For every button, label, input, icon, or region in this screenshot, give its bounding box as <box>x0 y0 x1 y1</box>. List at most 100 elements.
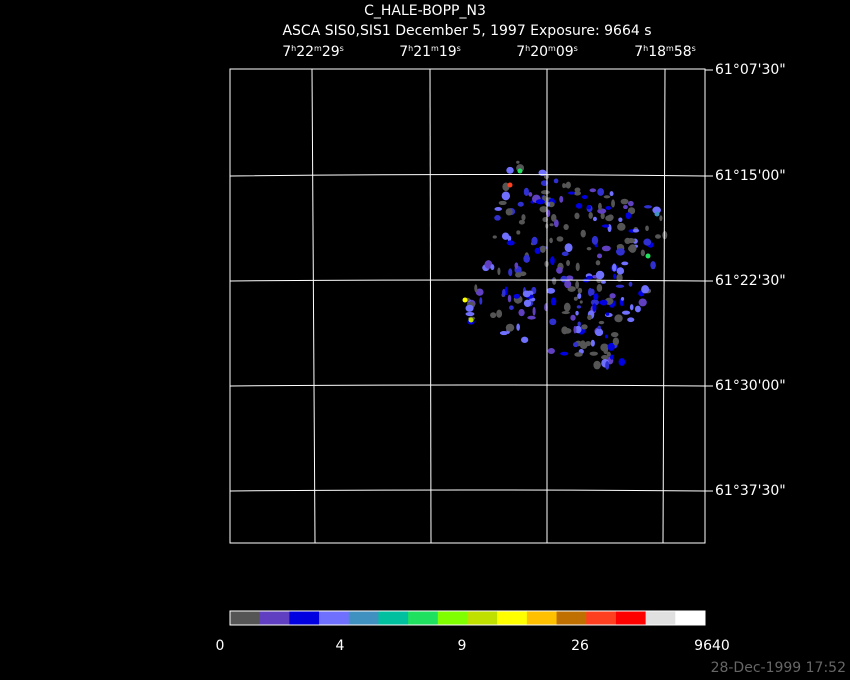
emission-blob <box>605 312 610 316</box>
ra-value: 18 <box>648 44 666 60</box>
dec-label: 61°22'30" <box>715 273 786 289</box>
emission-blob <box>591 235 599 245</box>
emission-blob <box>605 361 610 370</box>
emission-blob <box>604 334 609 339</box>
colorbar-label: 26 <box>571 638 589 654</box>
emission-blob <box>564 280 572 289</box>
ra-unit: s <box>457 44 461 53</box>
ra-value: 22 <box>296 44 314 60</box>
plot-frame <box>229 68 706 544</box>
emission-blob <box>534 247 541 254</box>
colorbar-swatch <box>497 611 528 625</box>
emission-blob <box>549 318 557 326</box>
emission-blob <box>598 320 605 325</box>
emission-blob <box>628 281 633 287</box>
colorbar-swatch <box>230 611 261 625</box>
ra-value: 21 <box>413 44 431 60</box>
ra-value: 7 <box>516 44 525 60</box>
ra-grid-line <box>429 68 432 544</box>
emission-blob <box>494 207 502 211</box>
emission-blob <box>620 297 625 301</box>
emission-blob <box>516 160 520 164</box>
emission-blob <box>592 303 597 312</box>
emission-blob <box>611 199 615 208</box>
emission-blob <box>577 321 581 327</box>
colorbar-swatch <box>259 611 290 625</box>
emission-blob <box>540 245 546 253</box>
emission-blob <box>607 342 615 351</box>
emission-blob <box>490 264 495 271</box>
emission-blob <box>625 212 632 220</box>
emission-blob <box>528 192 533 197</box>
emission-blob <box>497 267 501 276</box>
emission-blob <box>609 354 614 360</box>
ra-value: 09 <box>556 44 574 60</box>
emission-blob <box>616 267 625 275</box>
emission-blob <box>523 254 530 263</box>
dec-grid-line <box>229 384 706 387</box>
emission-blob <box>609 293 616 299</box>
dec-label: 61°37'30" <box>715 483 786 499</box>
emission-blob <box>629 304 634 311</box>
emission-blob <box>566 259 571 266</box>
emission-blob <box>516 323 520 331</box>
emission-blob <box>549 223 554 227</box>
emission-blob <box>496 309 503 318</box>
ra-label: 7h20m09s <box>516 44 578 60</box>
emission-blob <box>589 288 595 296</box>
emission-blob <box>561 251 569 257</box>
emission-blob <box>581 324 588 330</box>
dec-label: 61°15'00" <box>715 168 786 184</box>
emission-blob <box>621 261 629 266</box>
dec-grid-line <box>229 489 706 492</box>
emission-blob <box>518 308 525 317</box>
emission-blob <box>516 230 521 235</box>
bright-spot <box>645 253 651 259</box>
emission-blob <box>575 280 580 289</box>
emission-blob <box>580 229 586 238</box>
dec-labels: 61°07'30" 61°15'00" 61°22'30" 61°30'00" 61°3… <box>705 62 786 499</box>
ra-unit: s <box>340 44 344 53</box>
emission-blob <box>627 200 634 207</box>
dec-label: 61°30'00" <box>715 378 786 394</box>
title: C_HALE-BOPP_N3 <box>364 3 486 19</box>
ra-label: 7h18m58s <box>634 44 696 60</box>
emission-blob <box>601 355 609 360</box>
emission-blob <box>514 262 519 269</box>
emission-blob <box>502 288 506 298</box>
emission-blob <box>620 198 629 205</box>
ra-unit: h <box>643 44 648 53</box>
emission-blob <box>559 195 564 203</box>
emission-blob <box>606 351 611 357</box>
emission-blob <box>573 190 582 196</box>
emission-blob <box>590 299 599 306</box>
emission-blob <box>632 228 640 233</box>
timestamp: 28-Dec-1999 17:52 <box>711 660 846 676</box>
bright-spot <box>507 182 513 188</box>
ra-unit: m <box>314 44 322 53</box>
emission-blob <box>484 260 493 269</box>
emission-blob <box>597 325 601 330</box>
emission-blob <box>542 195 547 202</box>
colorbar-label: 9 <box>458 638 467 654</box>
ra-unit: h <box>291 44 296 53</box>
emission-blob <box>521 214 526 221</box>
emission-blob <box>556 266 563 274</box>
ra-value: 58 <box>674 44 692 60</box>
emission-blob <box>615 284 625 288</box>
ra-value: 19 <box>439 44 457 60</box>
emission-blob <box>601 245 611 252</box>
ra-unit: m <box>666 44 674 53</box>
emission-blob <box>520 336 529 343</box>
emission-blob <box>553 178 559 184</box>
emission-blob <box>592 216 597 222</box>
emission-blob <box>655 234 661 239</box>
emission-blob <box>595 260 601 266</box>
emission-blob <box>523 299 532 308</box>
colorbar-swatch <box>289 611 320 625</box>
emission-blob <box>579 342 588 350</box>
colorbar-frame <box>229 610 706 626</box>
emission-blob <box>492 235 497 239</box>
